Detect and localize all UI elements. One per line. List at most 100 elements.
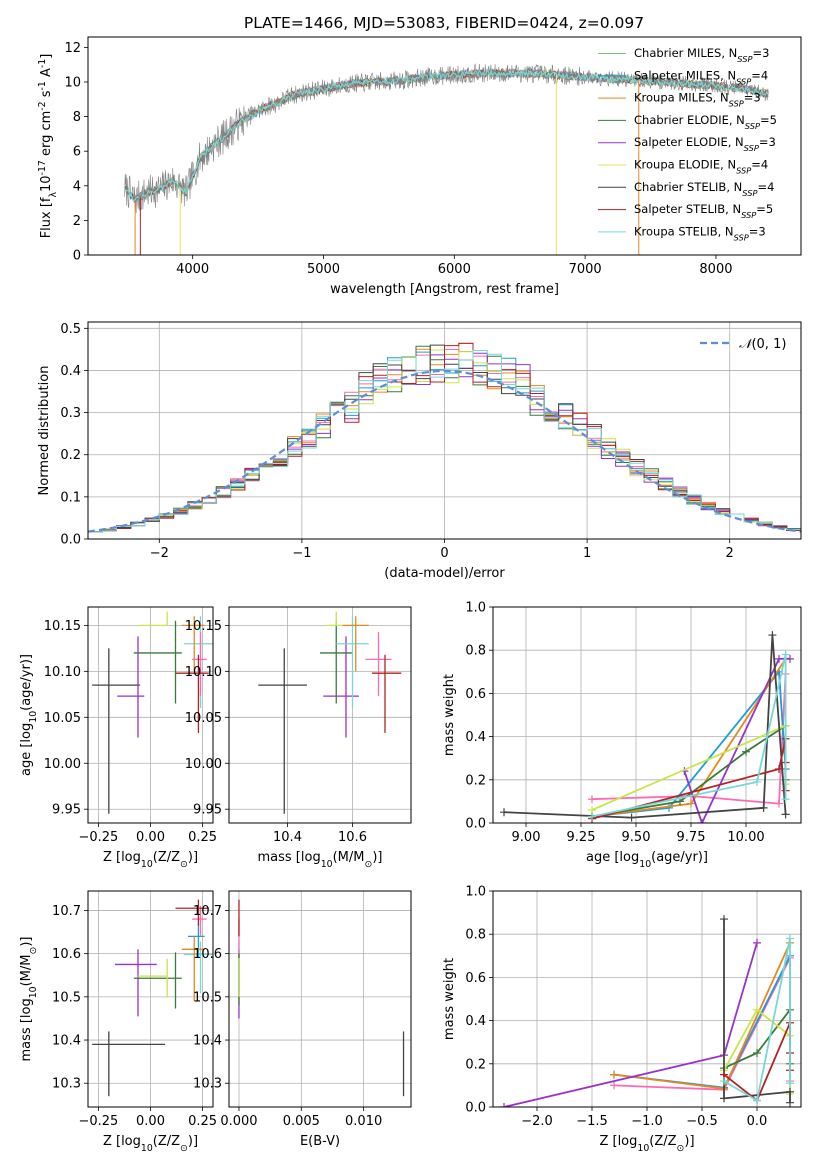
axes-frame [87,321,802,540]
spectrum-chart: 4000 5000 6000 7000 8000 0 2 4 6 8 10 12 wavelength … [37,36,802,297]
y-tick-label: 0.0 [465,1101,486,1116]
marker [786,1079,794,1088]
residual_hist-chart: −2 −1 0 1 2 0.0 0.1 0.2 0.3 0.4 0.5 (data-model)/er… [37,321,802,581]
x-tick-label: 7000 [569,262,602,277]
y-tick-label: 10.5 [52,990,81,1005]
y-tick-label: 10.10 [185,665,222,680]
y-tick-label: 10.5 [193,990,222,1005]
y-tick-label: 0 [73,249,81,264]
x-tick-label: 1 [583,546,591,561]
y-tick-label: 9.95 [193,803,222,818]
y-tick-label: 0.4 [465,1014,486,1029]
y-tick-label: 10.7 [52,904,81,919]
mass_vs_Z-chart: −0.25 0.00 0.25 10.3 10.4 10.5 10.6 10.7 Z [log1… [19,890,217,1154]
y-tick-label: 10.05 [185,711,222,726]
y-tick-label: 0.1 [60,490,81,505]
x-tick-label: 10.6 [338,830,367,845]
y-tick-label: 10.6 [52,947,81,962]
legend-entry: Kroupa STELIB, NSSP=3 [634,224,766,242]
marker [775,765,783,773]
x-tick-label: 10.00 [727,830,764,845]
marker [698,819,706,823]
y-tick-label: 0.3 [60,406,81,421]
y-tick-label: 10.15 [185,619,222,634]
y-tick-label: 10.4 [52,1034,81,1049]
marker [768,631,777,640]
x-tick-label: −0.5 [686,1114,718,1129]
hist-kroupa-stelib [88,350,801,533]
y-tick-label: 10.6 [193,947,222,962]
plot-area [258,611,402,814]
x-axis-label: Z [log10(Z/Z⊙)] [599,1134,694,1154]
x-axis-label: age [log10(age/yr)] [586,850,708,870]
figure-title: PLATE=1466, MJD=53083, FIBERID=0424, z=0… [244,14,644,32]
x-tick-label: 0.010 [345,1114,382,1129]
marker [753,1049,761,1057]
axes-frame [228,890,412,1108]
y-tick-label: 0.6 [465,971,486,986]
x-tick-label: 0 [440,546,448,561]
marker [665,803,673,812]
y-tick-label: 1.0 [465,601,486,616]
marker [753,1005,761,1014]
series-salpeter-elodie [683,657,790,823]
legend-entry: Salpeter MILES, NSSP=4 [634,68,768,86]
marker [786,1087,794,1096]
x-tick-label: 0.00 [136,830,165,845]
marker [687,799,695,808]
legend-entry: Chabrier STELIB, NSSP=4 [634,180,774,198]
legend-entry: Salpeter ELODIE, NSSP=3 [634,135,776,153]
x-tick-label: −1.0 [631,1114,663,1129]
marker [759,803,768,812]
plot-area [124,63,769,255]
marker [781,810,790,819]
marker [588,795,596,804]
y-axis-label: mass weight [442,674,457,756]
marker [720,1094,728,1103]
y-tick-label: 10.3 [52,1077,81,1092]
legend-entry: Kroupa MILES, NSSP=3 [634,91,761,109]
x-tick-label: 9.75 [677,830,706,845]
y-tick-label: 10 [64,75,81,90]
marker [753,777,761,786]
marker [775,799,783,808]
axes-frame [228,606,412,824]
x-tick-label: 0.25 [188,830,217,845]
y-tick-label: 0.2 [465,773,486,788]
marker [753,938,761,947]
series-kroupa-stelib [591,654,787,818]
weight_vs_age-chart: 9.00 9.25 9.50 9.75 10.00 0.0 0.2 0.4 0.6 0.8 1.0 a… [442,601,802,870]
plot-area [92,899,213,1097]
marker [775,654,783,663]
x-tick-label: 9.50 [622,830,651,845]
x-tick-label: 6000 [438,262,471,277]
y-axis-label: Normed distribution [37,366,52,496]
age_vs_mass-chart: 10.4 10.6 9.95 10.00 10.05 10.10 10.15 mass [lo… [185,606,412,870]
series-salpeter-elodie [503,942,758,1107]
axes-frame [492,606,802,824]
series-kroupa-elodie [591,724,787,811]
y-tick-label: 1.0 [465,885,486,900]
x-tick-label: 0.005 [283,1114,320,1129]
age_vs_Z-chart: −0.25 0.00 0.25 9.95 10.00 10.05 10.10 10.15 Z [… [19,606,217,870]
marker [781,650,790,659]
y-tick-label: 0.2 [60,448,81,463]
y-tick-label: 10.00 [185,757,222,772]
normal-curve [88,369,801,533]
marker [753,1096,761,1105]
y-tick-label: 0.4 [465,730,486,745]
y-tick-label: 12 [64,41,81,56]
axes-frame [87,36,802,256]
marker [720,1077,728,1086]
marker [500,808,508,817]
x-tick-label: 0.000 [220,1114,257,1129]
y-tick-label: 2 [73,214,81,229]
y-tick-label: 8 [73,110,81,125]
legend-entry: Kroupa ELODIE, NSSP=4 [634,158,768,176]
marker [610,1070,618,1079]
marker [786,654,794,663]
legend-entry: Chabrier ELODIE, NSSP=5 [634,113,777,131]
x-axis-label: wavelength [Angstrom, rest frame] [330,282,559,297]
y-tick-label: 0.2 [465,1057,486,1072]
x-axis-label: E(B-V) [300,1134,340,1149]
